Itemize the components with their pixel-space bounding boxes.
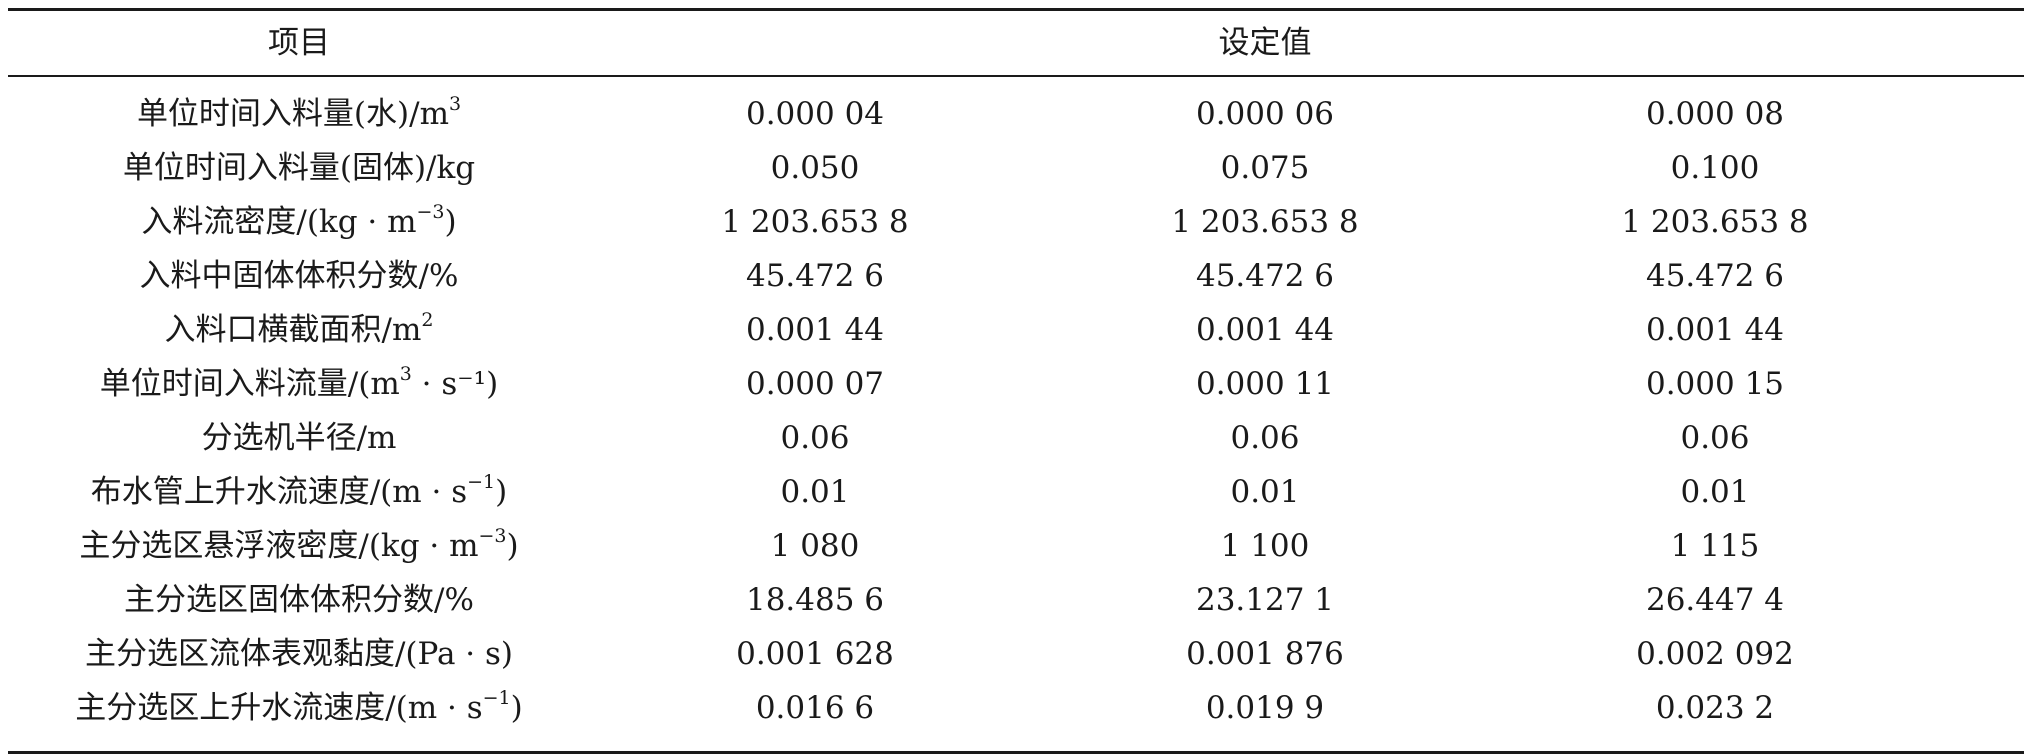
row-label: 单位时间入料流量/(m3 · s⁻¹): [8, 365, 590, 402]
value-cell: 0.002 092: [1636, 635, 1794, 672]
table-row: 单位时间入料量(固体)/kg 0.050 0.075 0.100: [8, 141, 2024, 195]
row-label-text: 入料口横截面积/m: [164, 311, 422, 348]
row-label-superscript: −3: [416, 201, 445, 224]
value-cell: 18.485 6: [745, 581, 885, 618]
table-header-row: 项目 设定值: [8, 11, 2024, 75]
row-label-superscript: −1: [482, 687, 511, 710]
value-cell: 45.472 6: [1645, 257, 1785, 294]
value-cell: 23.127 1: [1195, 581, 1335, 618]
value-cell: 0.000 07: [745, 365, 885, 402]
value-cell: 0.01: [1230, 473, 1300, 510]
table-row: 主分选区上升水流速度/(m · s−1) 0.016 6 0.019 9 0.023 …: [8, 681, 2024, 735]
row-label: 分选机半径/m: [8, 419, 590, 456]
value-cell: 1 203.653 8: [721, 203, 909, 240]
table-header-rule: [8, 75, 2024, 77]
value-cell: 26.447 4: [1645, 581, 1785, 618]
row-label: 入料中固体体积分数/%: [8, 257, 590, 294]
value-cell: 0.100: [1670, 149, 1760, 186]
row-label-text: 分选机半径/m: [201, 419, 397, 456]
row-label-text: 单位时间入料量(水)/m: [136, 95, 449, 132]
row-label-text: 单位时间入料流量/(m: [99, 365, 400, 402]
value-cell: 0.01: [780, 473, 850, 510]
table-row: 分选机半径/m 0.06 0.06 0.06: [8, 411, 2024, 465]
value-cell: 0.06: [1230, 419, 1300, 456]
value-cell: 1 115: [1670, 527, 1760, 564]
row-label: 布水管上升水流速度/(m · s−1): [8, 473, 590, 510]
table-row: 入料流密度/(kg · m−3) 1 203.653 8 1 203.653 8 1 …: [8, 195, 2024, 249]
value-cell: 0.075: [1220, 149, 1310, 186]
value-cell: 0.050: [770, 149, 860, 186]
row-label-text: 入料流密度/(kg · m: [141, 203, 417, 240]
header-item: 项目: [268, 24, 330, 61]
row-label-superscript: −3: [478, 525, 507, 548]
value-cell: 0.023 2: [1655, 689, 1775, 726]
row-label-superscript: −1: [467, 471, 496, 494]
row-label-superscript: 3: [399, 363, 412, 386]
table-row: 主分选区悬浮液密度/(kg · m−3) 1 080 1 100 1 115: [8, 519, 2024, 573]
row-label-suffix: ): [510, 689, 523, 726]
row-label: 单位时间入料量(固体)/kg: [8, 149, 590, 186]
value-cell: 0.000 11: [1195, 365, 1335, 402]
table-row: 主分选区固体体积分数/% 18.485 6 23.127 1 26.447 4: [8, 573, 2024, 627]
table-row: 入料中固体体积分数/% 45.472 6 45.472 6 45.472 6: [8, 249, 2024, 303]
value-cell: 1 080: [770, 527, 860, 564]
row-label: 单位时间入料量(水)/m3: [8, 95, 590, 132]
table-row: 入料口横截面积/m2 0.001 44 0.001 44 0.001 44: [8, 303, 2024, 357]
table-row: 单位时间入料流量/(m3 · s⁻¹) 0.000 07 0.000 11 0.000…: [8, 357, 2024, 411]
value-cell: 0.001 44: [745, 311, 885, 348]
row-label: 入料流密度/(kg · m−3): [8, 203, 590, 240]
row-label-superscript: 3: [448, 93, 462, 116]
value-cell: 45.472 6: [1195, 257, 1335, 294]
value-cell: 0.001 876: [1186, 635, 1344, 672]
value-cell: 0.06: [780, 419, 850, 456]
value-cell: 0.001 44: [1645, 311, 1785, 348]
row-label-suffix: · s⁻¹): [411, 365, 499, 402]
table-row: 主分选区流体表观黏度/(Pa · s) 0.001 628 0.001 876 0.0…: [8, 627, 2024, 681]
row-label: 主分选区固体体积分数/%: [8, 581, 590, 618]
table-body: 单位时间入料量(水)/m3 0.000 04 0.000 06 0.000 08 单位时…: [8, 77, 2024, 751]
value-cell: 0.01: [1680, 473, 1750, 510]
row-label-text: 主分选区流体表观黏度/(Pa · s): [84, 635, 514, 672]
parameter-table: 项目 设定值 单位时间入料量(水)/m3 0.000 04 0.000 06 0.00…: [8, 8, 2024, 754]
row-label: 主分选区悬浮液密度/(kg · m−3): [8, 527, 590, 564]
value-cell: 1 203.653 8: [1171, 203, 1359, 240]
value-cell: 1 203.653 8: [1621, 203, 1809, 240]
row-label-suffix: ): [444, 203, 457, 240]
value-cell: 0.000 15: [1645, 365, 1785, 402]
row-label-suffix: ): [495, 473, 508, 510]
row-label: 入料口横截面积/m2: [8, 311, 590, 348]
value-cell: 0.000 06: [1195, 95, 1335, 132]
value-cell: 0.019 9: [1205, 689, 1325, 726]
value-cell: 45.472 6: [745, 257, 885, 294]
value-cell: 0.000 04: [745, 95, 885, 132]
value-cell: 0.016 6: [755, 689, 875, 726]
row-label-text: 布水管上升水流速度/(m · s: [90, 473, 468, 510]
value-cell: 0.001 628: [736, 635, 894, 672]
table-top-rule: [8, 8, 2024, 11]
row-label-superscript: 2: [421, 309, 434, 332]
row-label-text: 入料中固体体积分数/%: [139, 257, 459, 294]
row-label-suffix: ): [506, 527, 519, 564]
row-label-text: 单位时间入料量(固体)/kg: [122, 149, 476, 186]
row-label: 主分选区上升水流速度/(m · s−1): [8, 689, 590, 726]
row-label-text: 主分选区悬浮液密度/(kg · m: [79, 527, 479, 564]
value-cell: 1 100: [1220, 527, 1310, 564]
table-row: 布水管上升水流速度/(m · s−1) 0.01 0.01 0.01: [8, 465, 2024, 519]
header-setting-value: 设定值: [1218, 24, 1312, 61]
table-row: 单位时间入料量(水)/m3 0.000 04 0.000 06 0.000 08: [8, 87, 2024, 141]
row-label-text: 主分选区上升水流速度/(m · s: [75, 689, 483, 726]
value-cell: 0.000 08: [1645, 95, 1785, 132]
row-label-text: 主分选区固体体积分数/%: [124, 581, 474, 618]
row-label: 主分选区流体表观黏度/(Pa · s): [8, 635, 590, 672]
value-cell: 0.001 44: [1195, 311, 1335, 348]
value-cell: 0.06: [1680, 419, 1750, 456]
